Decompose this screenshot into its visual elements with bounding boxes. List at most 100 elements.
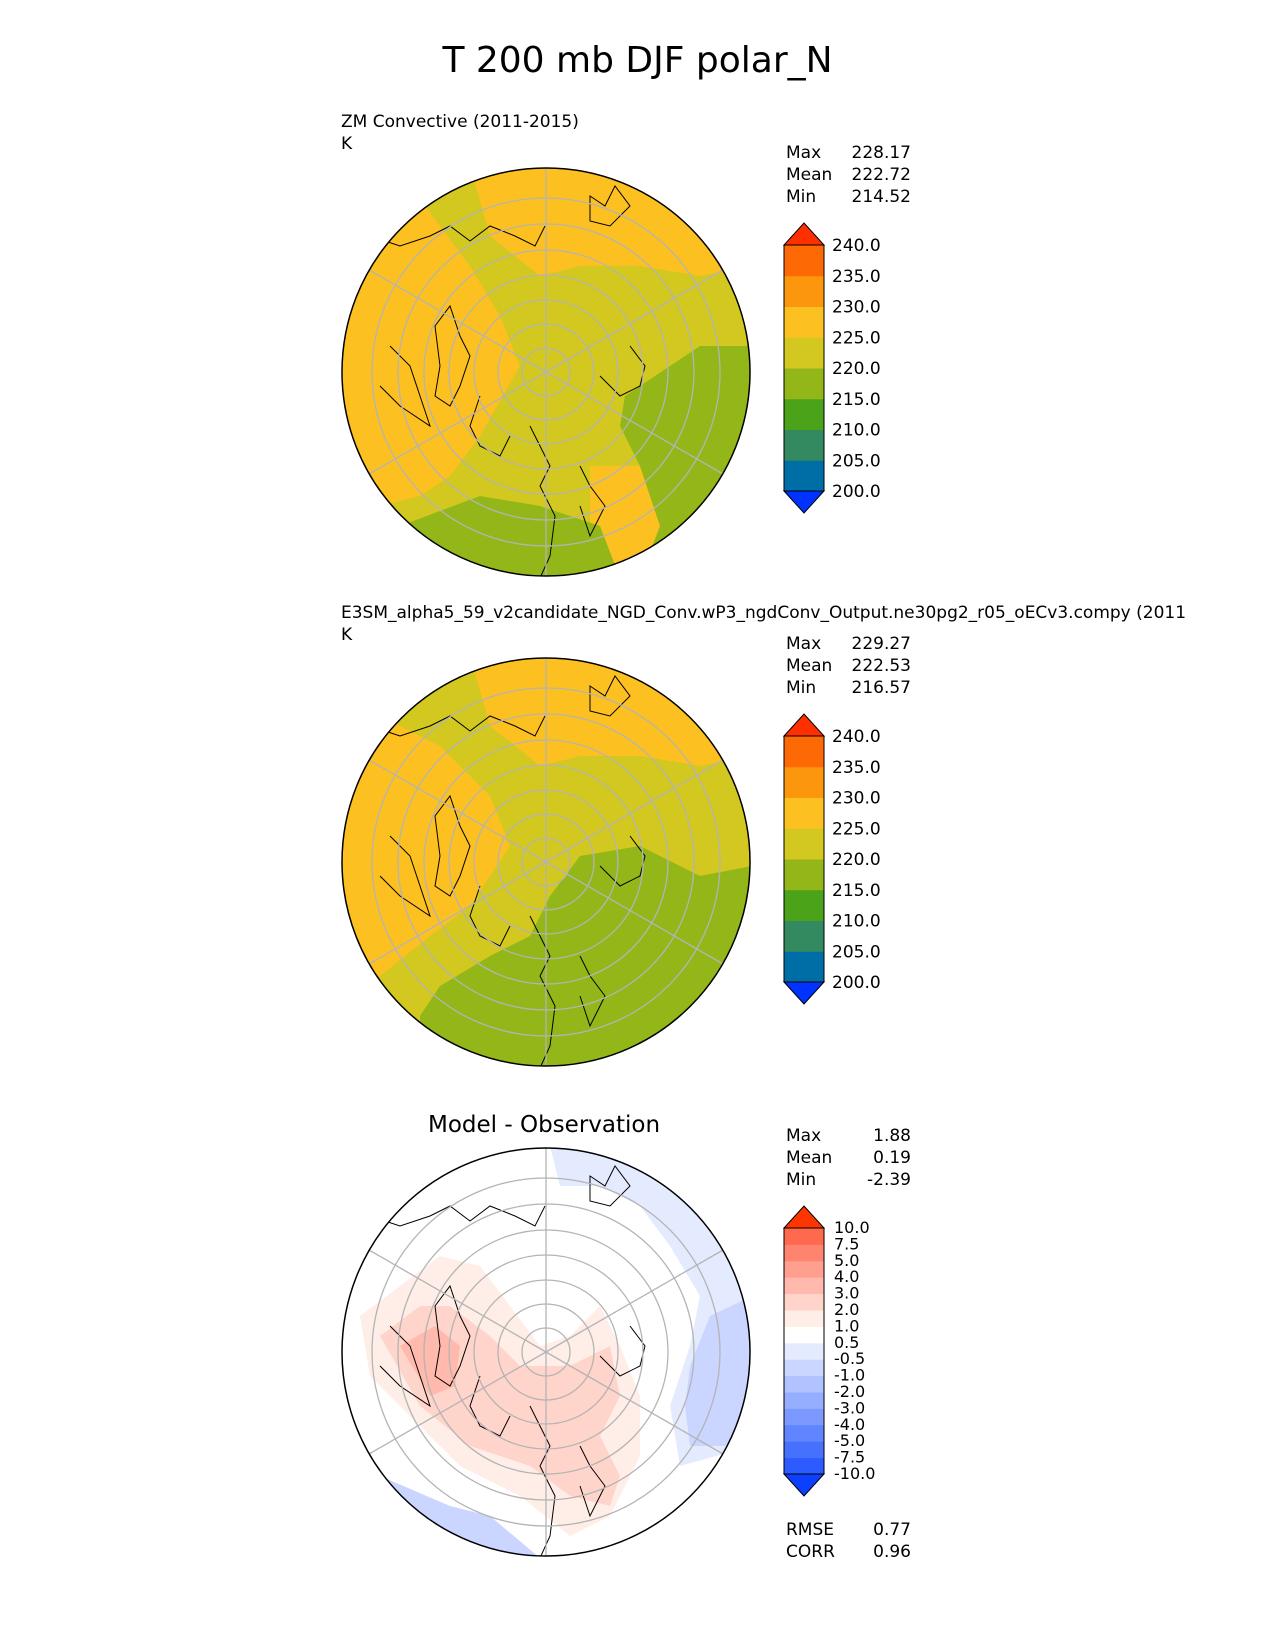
colorbar-segment <box>784 1342 824 1360</box>
panel-3-rmse-value: 0.77 <box>873 1520 911 1540</box>
coastlines <box>369 675 646 1066</box>
panel-3-corr-label: CORR <box>786 1542 835 1562</box>
graticule <box>368 168 724 576</box>
colorbar-tick-label: 4.0 <box>834 1267 859 1286</box>
colorbar-tick-label: 200.0 <box>832 973 881 993</box>
panel-3-corr-value: 0.96 <box>873 1542 911 1562</box>
colorbar-outline <box>783 1227 825 1475</box>
colorbar-tick-label: 220.0 <box>832 850 881 870</box>
panel-2-stat-mean-label: Mean <box>786 656 833 676</box>
colorbar-segment <box>784 429 824 461</box>
colorbar-tick-label: -3.0 <box>834 1398 865 1417</box>
colorbar-tick-label: 1.0 <box>834 1316 859 1335</box>
colorbar-tick-label: 0.5 <box>834 1333 859 1352</box>
colorbar-segment <box>784 951 824 983</box>
colorbar-tick-label: 220.0 <box>832 359 881 379</box>
colorbar-tick-label: -2.0 <box>834 1382 865 1401</box>
field-warm-region <box>342 186 520 506</box>
map-boundary <box>341 167 751 577</box>
colorbar-tick-label: 210.0 <box>832 912 881 932</box>
graticule <box>368 658 724 1066</box>
colorbar-segment <box>784 337 824 369</box>
colorbar-segment <box>784 1408 824 1426</box>
colorbar-tick-label: 230.0 <box>832 789 881 809</box>
map-boundary <box>341 1147 751 1557</box>
colorbar-tick-label: 235.0 <box>832 758 881 778</box>
colorbar-segment <box>784 1441 824 1459</box>
colorbar-under-arrow <box>782 490 826 514</box>
panel-1-stat-max-value: 228.17 <box>851 143 911 163</box>
field-positive-region <box>400 1326 460 1396</box>
colorbar-segment <box>784 1457 824 1475</box>
colorbar-tick-label: 210.0 <box>832 421 881 441</box>
map-boundary <box>341 657 751 1067</box>
panel-2-colorbar: 200.0 205.0 210.0 215.0 220.0 225.0 230.0 235.0… <box>782 713 881 1005</box>
panel-2-title: E3SM_alpha5_59_v2candidate_NGD_Conv.wP3_… <box>341 603 1187 623</box>
panel-2-stat-min-value: 216.57 <box>851 678 911 698</box>
colorbar-under-arrow <box>782 1473 826 1497</box>
colorbar-segment <box>784 368 824 400</box>
colorbar-segment <box>784 889 824 921</box>
panel-3-stat-max-value: 1.88 <box>873 1126 911 1146</box>
colorbar-tick-label: 10.0 <box>834 1218 870 1237</box>
colorbar-tick-label: 2.0 <box>834 1300 859 1319</box>
colorbar-outline <box>783 735 825 983</box>
colorbar-tick-label: -10.0 <box>834 1464 875 1483</box>
colorbar-segment <box>784 1424 824 1442</box>
colorbar-segment <box>784 1375 824 1393</box>
colorbar-segment <box>784 1260 824 1278</box>
colorbar-segment <box>784 1310 824 1327</box>
colorbar-tick-label: -7.5 <box>834 1448 865 1467</box>
colorbar-tick-label: 235.0 <box>832 267 881 287</box>
colorbar-segment <box>784 1277 824 1295</box>
colorbar-segment <box>784 736 824 768</box>
coastlines <box>369 185 646 576</box>
panel-1-colorbar: 200.0 205.0 210.0 215.0 220.0 225.0 230.0 235.0… <box>782 222 881 514</box>
panel-2-stat-mean-value: 222.53 <box>851 656 911 676</box>
panel-3-stat-min-value: -2.39 <box>867 1170 911 1190</box>
colorbar-tick-label: 3.0 <box>834 1284 859 1303</box>
colorbar-segment <box>784 460 824 492</box>
field-cool-region <box>420 846 750 1066</box>
colorbar-tick-label: 215.0 <box>832 881 881 901</box>
panel-2-stat-max-value: 229.27 <box>851 634 911 654</box>
colorbar-segment <box>784 828 824 860</box>
colorbar-tick-label: -4.0 <box>834 1415 865 1434</box>
colorbar-over-arrow <box>782 222 826 246</box>
colorbar-segment <box>784 920 824 952</box>
panel-1-stat-min-value: 214.52 <box>851 187 911 207</box>
panel-3-rmse-label: RMSE <box>786 1520 835 1540</box>
colorbar-segment <box>784 1392 824 1409</box>
colorbar-segment <box>784 245 824 277</box>
colorbar-tick-label: 200.0 <box>832 482 881 502</box>
panel-1-stat-min-label: Min <box>786 187 817 207</box>
panel-3-polar-map <box>341 1147 751 1557</box>
colorbar-segment <box>784 1228 824 1245</box>
colorbar-over-arrow <box>782 1205 826 1229</box>
figure-title: T 200 mb DJF polar_N <box>442 40 833 81</box>
panel-1-stat-mean-label: Mean <box>786 165 833 185</box>
panel-2-units: K <box>341 625 353 645</box>
panel-3-stat-max-label: Max <box>786 1126 822 1146</box>
coastlines <box>369 1165 646 1556</box>
colorbar-segment <box>784 398 824 430</box>
colorbar-segment <box>784 766 824 798</box>
panel-1-title: ZM Convective (2011-2015) <box>341 112 579 132</box>
colorbar-segment <box>784 1293 824 1311</box>
panel-2-polar-map <box>341 657 751 1067</box>
colorbar-tick-label: 230.0 <box>832 298 881 318</box>
panel-1-polar-map <box>341 167 751 577</box>
colorbar-segment <box>784 859 824 891</box>
panel-3-title: Model - Observation <box>428 1112 661 1138</box>
colorbar-tick-label: 225.0 <box>832 819 881 839</box>
colorbar-tick-label: 5.0 <box>834 1251 859 1270</box>
panel-2-stat-max-label: Max <box>786 634 822 654</box>
colorbar-segment <box>784 275 824 307</box>
colorbar-outline <box>783 244 825 492</box>
graticule <box>368 1148 724 1556</box>
colorbar-segment <box>784 1326 824 1344</box>
colorbar-segment <box>784 797 824 829</box>
colorbar-tick-label: 240.0 <box>832 236 881 256</box>
colorbar-segment <box>784 1359 824 1377</box>
panel-3-stat-mean-label: Mean <box>786 1148 833 1168</box>
